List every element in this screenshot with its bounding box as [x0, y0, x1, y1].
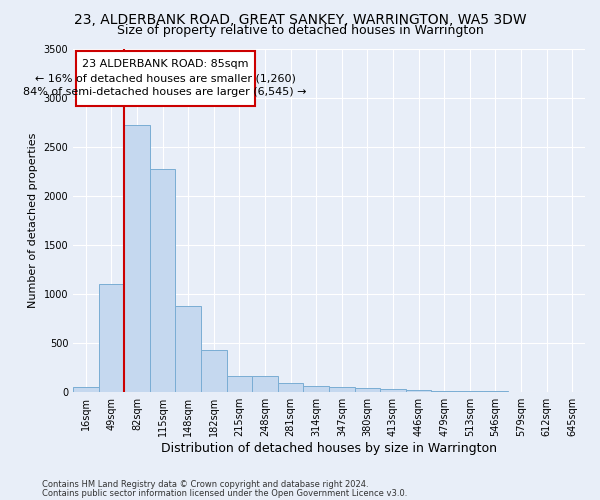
Bar: [431, 390, 457, 392]
Bar: [150, 168, 175, 392]
Y-axis label: Number of detached properties: Number of detached properties: [28, 133, 38, 308]
Bar: [380, 390, 406, 392]
Bar: [175, 306, 201, 392]
Bar: [227, 376, 252, 392]
Text: Contains HM Land Registry data © Crown copyright and database right 2024.: Contains HM Land Registry data © Crown c…: [42, 480, 368, 489]
Bar: [73, 387, 98, 392]
X-axis label: Distribution of detached houses by size in Warrington: Distribution of detached houses by size …: [161, 442, 497, 455]
Bar: [98, 284, 124, 392]
Bar: [406, 390, 431, 392]
Text: 23, ALDERBANK ROAD, GREAT SANKEY, WARRINGTON, WA5 3DW: 23, ALDERBANK ROAD, GREAT SANKEY, WARRIN…: [74, 12, 526, 26]
Text: Size of property relative to detached houses in Warrington: Size of property relative to detached ho…: [116, 24, 484, 37]
Bar: [124, 126, 150, 392]
Text: Contains public sector information licensed under the Open Government Licence v3: Contains public sector information licen…: [42, 489, 407, 498]
Bar: [252, 376, 278, 392]
Bar: [355, 388, 380, 392]
Bar: [304, 386, 329, 392]
Bar: [457, 391, 482, 392]
Bar: [201, 350, 227, 392]
FancyBboxPatch shape: [76, 51, 255, 106]
Bar: [329, 387, 355, 392]
Text: 23 ALDERBANK ROAD: 85sqm
← 16% of detached houses are smaller (1,260)
84% of sem: 23 ALDERBANK ROAD: 85sqm ← 16% of detach…: [23, 60, 307, 98]
Bar: [278, 384, 304, 392]
